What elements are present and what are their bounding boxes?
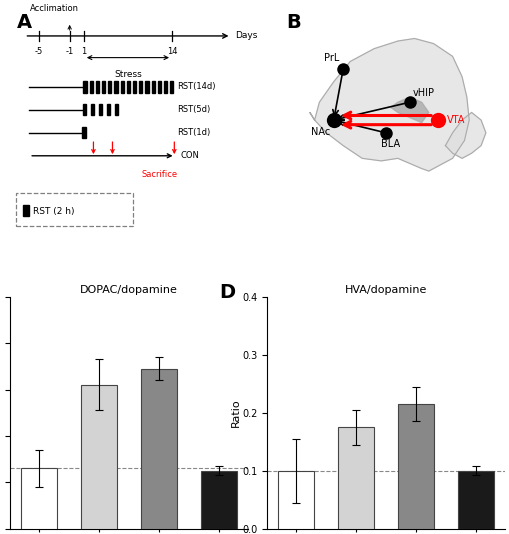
Bar — [139, 81, 142, 92]
Text: RST (2 h): RST (2 h) — [33, 207, 74, 216]
Text: -1: -1 — [65, 46, 74, 56]
Text: A: A — [17, 13, 33, 32]
Bar — [21, 468, 57, 529]
Bar — [121, 81, 124, 92]
Bar — [114, 81, 117, 92]
Text: 1: 1 — [81, 46, 87, 56]
Bar — [83, 104, 86, 115]
Text: -5: -5 — [35, 46, 43, 56]
Bar — [201, 470, 237, 529]
Y-axis label: Ratio: Ratio — [230, 398, 240, 427]
Bar — [145, 81, 148, 92]
Bar — [141, 368, 177, 529]
FancyBboxPatch shape — [16, 193, 132, 226]
Polygon shape — [309, 38, 468, 171]
Bar — [457, 470, 493, 529]
Text: BLA: BLA — [380, 139, 400, 150]
Bar — [277, 470, 314, 529]
Text: Acclimation: Acclimation — [30, 4, 78, 13]
Bar — [23, 205, 29, 216]
Bar — [170, 81, 173, 92]
Bar — [133, 81, 136, 92]
Text: Stress: Stress — [114, 70, 142, 80]
Bar — [90, 81, 93, 92]
Bar — [397, 404, 433, 529]
Polygon shape — [444, 113, 485, 159]
Bar — [102, 81, 105, 92]
Bar — [107, 104, 110, 115]
Polygon shape — [390, 97, 428, 123]
Bar — [83, 81, 87, 92]
Text: D: D — [219, 283, 235, 302]
Title: HVA/dopamine: HVA/dopamine — [344, 285, 427, 295]
Text: 14: 14 — [166, 46, 177, 56]
Bar — [96, 81, 99, 92]
Bar — [115, 104, 118, 115]
Text: B: B — [286, 13, 300, 32]
Text: VTA: VTA — [446, 115, 464, 125]
Text: PrL: PrL — [323, 53, 338, 62]
Bar — [127, 81, 130, 92]
Text: vHIP: vHIP — [412, 88, 434, 98]
Bar — [151, 81, 154, 92]
Bar — [91, 104, 94, 115]
Text: RST(1d): RST(1d) — [176, 128, 210, 137]
Text: CON: CON — [180, 151, 199, 160]
Bar — [81, 385, 117, 529]
Title: DOPAC/dopamine: DOPAC/dopamine — [80, 285, 178, 295]
Bar — [108, 81, 111, 92]
Bar — [337, 427, 373, 529]
Bar — [99, 104, 102, 115]
Text: Sacrifice: Sacrifice — [142, 170, 178, 179]
Text: RST(14d): RST(14d) — [176, 82, 215, 91]
Text: Days: Days — [235, 32, 257, 41]
Bar — [158, 81, 161, 92]
Bar — [164, 81, 167, 92]
Text: NAc: NAc — [310, 127, 329, 137]
Bar — [82, 127, 86, 138]
Text: RST(5d): RST(5d) — [176, 105, 210, 114]
